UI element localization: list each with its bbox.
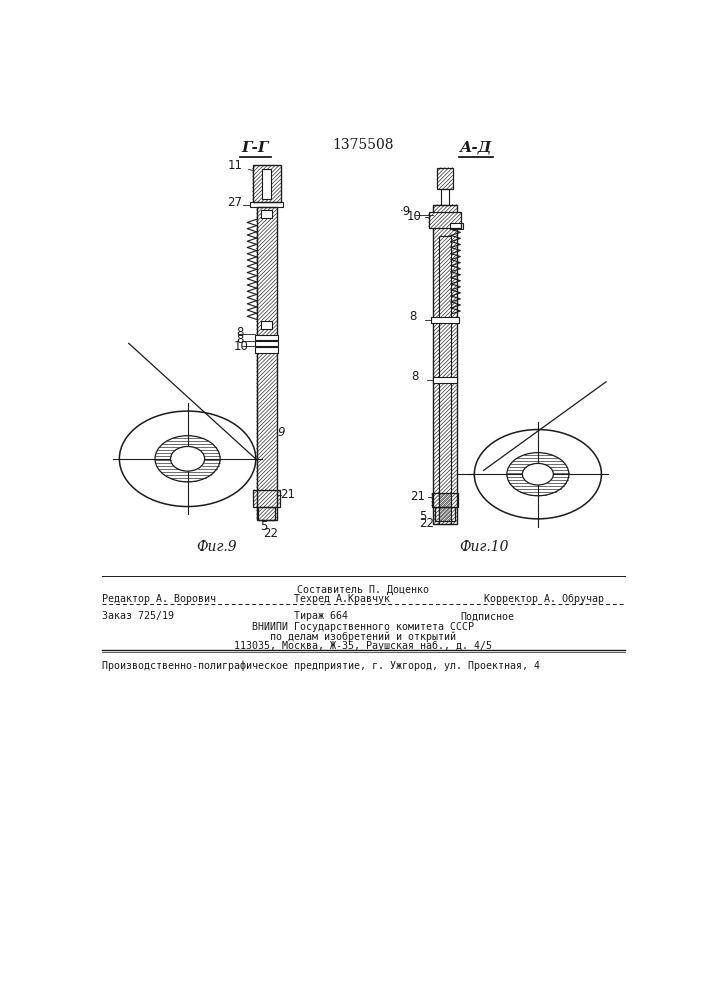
Ellipse shape [119, 411, 256, 507]
Bar [428, 212, 461, 228]
Text: Техред А.Кравчук: Техред А.Кравчук [293, 594, 390, 604]
Text: Заказ 725/19: Заказ 725/19 [103, 611, 175, 621]
Text: 8: 8 [411, 370, 419, 383]
Bar [433, 205, 457, 524]
Text: Редактор А. Ворович: Редактор А. Ворович [103, 594, 216, 604]
Bar [441, 189, 449, 205]
Bar [432, 493, 458, 507]
Text: 5: 5 [419, 510, 427, 523]
Bar [255, 341, 279, 346]
Text: 22: 22 [264, 527, 279, 540]
Text: Фиг.10: Фиг.10 [459, 540, 508, 554]
Bar [438, 235, 451, 524]
Bar [255, 347, 279, 353]
Bar [250, 202, 283, 207]
Text: Фиг.9: Фиг.9 [196, 540, 237, 554]
Bar [258, 507, 275, 520]
Bar [253, 490, 280, 507]
Text: Подписное: Подписное [460, 611, 515, 621]
Bar [437, 168, 452, 189]
Text: 10: 10 [407, 210, 422, 223]
Text: 21: 21 [281, 488, 296, 501]
Text: 8: 8 [236, 326, 244, 339]
Bar [252, 165, 281, 202]
Bar [432, 493, 458, 507]
Text: 5: 5 [260, 520, 268, 533]
Bar [438, 235, 451, 524]
Text: А-Д: А-Д [460, 141, 492, 155]
Bar [428, 212, 461, 228]
Text: 10: 10 [233, 340, 248, 353]
Text: Составитель П. Доценко: Составитель П. Доценко [297, 585, 428, 595]
Ellipse shape [507, 453, 569, 496]
Text: Г-Г: Г-Г [241, 141, 269, 155]
Bar [261, 321, 272, 329]
Text: 8: 8 [236, 333, 244, 346]
Bar [258, 507, 275, 520]
Text: 22: 22 [419, 517, 434, 530]
Bar [431, 317, 459, 323]
Bar [257, 207, 276, 520]
Text: 11: 11 [228, 159, 254, 172]
Ellipse shape [155, 436, 220, 482]
Bar [255, 335, 279, 340]
Text: Тираж 664: Тираж 664 [293, 611, 348, 621]
Text: 27: 27 [227, 196, 242, 209]
Bar [437, 168, 452, 189]
Ellipse shape [474, 430, 602, 519]
Text: 1375508: 1375508 [332, 138, 394, 152]
Bar [257, 207, 276, 520]
Ellipse shape [170, 446, 204, 471]
Text: 9: 9 [277, 426, 285, 439]
Text: Производственно-полиграфическое предприятие, г. Ужгород, ул. Проектная, 4: Производственно-полиграфическое предприя… [103, 661, 540, 671]
Text: 113035, Москва, Ж-35, Раушская наб., д. 4/5: 113035, Москва, Ж-35, Раушская наб., д. … [234, 641, 492, 651]
Text: Корректор А. Обручар: Корректор А. Обручар [484, 594, 604, 604]
Bar [433, 205, 457, 524]
Bar [262, 169, 271, 199]
Text: 8: 8 [409, 310, 416, 323]
Bar [433, 377, 457, 383]
Bar [450, 223, 464, 229]
Ellipse shape [522, 463, 554, 485]
Bar [252, 165, 281, 202]
Bar [253, 490, 280, 507]
Text: 21: 21 [410, 490, 425, 503]
Bar [261, 210, 272, 218]
Bar [435, 507, 455, 521]
Text: по делам изобретений и открытий: по делам изобретений и открытий [270, 631, 456, 642]
Text: ·9: ·9 [400, 205, 411, 218]
Text: ВНИИПИ Государственного комитета СССР: ВНИИПИ Государственного комитета СССР [252, 622, 474, 632]
Bar [435, 507, 455, 521]
